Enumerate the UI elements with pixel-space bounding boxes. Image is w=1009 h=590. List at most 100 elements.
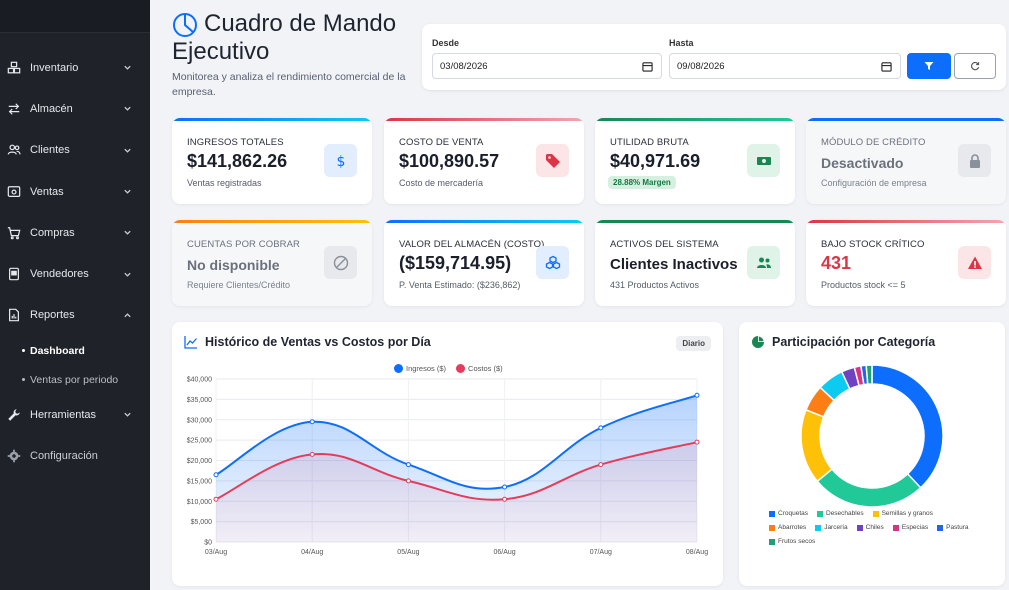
page-title-line2: Ejecutivo: [172, 38, 270, 65]
sidebar-item-inventario[interactable]: Inventario: [0, 47, 150, 88]
reportes-submenu: Dashboard Ventas por periodo: [0, 336, 150, 394]
legend-swatch: [394, 364, 403, 373]
data-point[interactable]: [405, 462, 411, 468]
sidebar-item-configuracion[interactable]: Configuración: [0, 435, 150, 476]
chart-line-icon: [184, 336, 197, 349]
kpi-value: $40,971.69: [610, 151, 701, 171]
svg-text:$: $: [336, 154, 345, 169]
data-point[interactable]: [598, 462, 604, 468]
data-point[interactable]: [405, 478, 411, 484]
wrench-icon: [7, 408, 21, 422]
kpi-footnote: Requiere Clientes/Crédito: [187, 280, 291, 290]
sales-panel-title: Histórico de Ventas vs Costos por Día: [184, 335, 431, 349]
legend-swatch: [892, 524, 899, 531]
sidebar-item-ventas[interactable]: Ventas: [0, 171, 150, 212]
x-tick-label: 04/Aug: [301, 549, 323, 556]
data-point[interactable]: [502, 484, 508, 490]
data-point[interactable]: [213, 472, 219, 478]
dollar-icon: $: [324, 144, 357, 177]
data-point[interactable]: [502, 496, 508, 502]
money-bill-icon: [747, 144, 780, 177]
to-date-input[interactable]: 09/08/2026: [669, 53, 901, 79]
category-donut-chart: [800, 364, 944, 508]
kpi-value: $100,890.57: [399, 151, 500, 171]
y-tick-label: $15,000: [187, 478, 212, 485]
legend-item[interactable]: Pastura: [937, 524, 969, 531]
data-point[interactable]: [309, 419, 315, 425]
from-date-input[interactable]: 03/08/2026: [432, 53, 662, 79]
legend-label: Costos ($): [468, 364, 503, 373]
filter-icon: [924, 62, 934, 70]
kpi-footnote: Costo de mercadería: [399, 178, 484, 188]
data-point[interactable]: [598, 425, 604, 431]
legend-item[interactable]: Chiles: [856, 524, 884, 531]
x-tick-label: 03/Aug: [205, 549, 227, 556]
reset-filter-button[interactable]: [954, 53, 996, 79]
card-accent-bar: [172, 220, 372, 223]
warning-icon: [958, 246, 991, 279]
from-date-label: Desde: [432, 38, 460, 48]
chart-pie-icon: [752, 336, 764, 348]
legend-item[interactable]: Costos ($): [456, 364, 503, 373]
chevron-down-icon: [123, 187, 132, 196]
legend-label: Desechables: [826, 510, 864, 517]
kpi-footnote: Ventas registradas: [187, 178, 262, 188]
donut-slice[interactable]: [865, 364, 873, 385]
cash-register-icon: [7, 185, 21, 199]
sidebar-item-reportes[interactable]: Reportes: [0, 295, 150, 336]
sidebar-subitem-ventas-por-periodo[interactable]: Ventas por periodo: [0, 365, 150, 394]
sidebar-item-almacen[interactable]: Almacén: [0, 88, 150, 129]
y-tick-label: $20,000: [187, 458, 212, 465]
legend-swatch: [456, 364, 466, 373]
kpi-card-valor-almacen: VALOR DEL ALMACÉN (COSTO) ($159,714.95) …: [384, 220, 584, 306]
sidebar-item-clientes[interactable]: Clientes: [0, 130, 150, 171]
legend-item[interactable]: Ingresos ($): [394, 364, 446, 373]
legend-item[interactable]: Semillas y granos: [872, 510, 933, 517]
chevron-down-icon: [123, 410, 132, 419]
sidebar-item-label: Almacén: [30, 102, 73, 115]
data-point[interactable]: [213, 496, 219, 502]
sidebar-subitem-dashboard[interactable]: Dashboard: [0, 336, 150, 365]
legend-item[interactable]: Frutos secos: [769, 538, 815, 545]
legend-item[interactable]: Desechables: [817, 510, 864, 517]
sales-history-panel: Histórico de Ventas vs Costos por Día Di…: [172, 322, 723, 586]
cubes-icon: [536, 246, 569, 279]
sidebar-item-vendedores[interactable]: Vendedores: [0, 253, 150, 294]
sidebar-item-herramientas[interactable]: Herramientas: [0, 394, 150, 435]
sales-panel-title-text: Histórico de Ventas vs Costos por Día: [205, 335, 431, 349]
boxes-icon: [7, 61, 21, 75]
x-tick-label: 06/Aug: [494, 549, 516, 556]
sidebar-item-compras[interactable]: Compras: [0, 212, 150, 253]
kpi-footnote: P. Venta Estimado: ($236,862): [399, 280, 521, 290]
data-point[interactable]: [694, 392, 700, 398]
donut-slice[interactable]: [871, 364, 944, 489]
tag-icon: [536, 144, 569, 177]
legend-item[interactable]: Croquetas: [769, 510, 808, 517]
arrows-exchange-icon: [7, 102, 21, 116]
sidebar-subitem-label: Dashboard: [30, 344, 85, 357]
donut-slice[interactable]: [816, 468, 922, 508]
data-point[interactable]: [694, 439, 700, 445]
from-date-value: 03/08/2026: [440, 60, 488, 72]
data-point[interactable]: [309, 451, 315, 457]
apply-filter-button[interactable]: [907, 53, 951, 79]
sidebar-item-label: Herramientas: [30, 408, 97, 421]
legend-item[interactable]: Abarrotes: [769, 524, 806, 531]
kpi-label: ACTIVOS DEL SISTEMA: [610, 239, 719, 250]
users-icon: [747, 246, 780, 279]
card-accent-bar: [806, 220, 1006, 223]
page-subtitle: Monitorea y analiza el rendimiento comer…: [172, 71, 406, 98]
legend-item[interactable]: Especias: [892, 524, 928, 531]
category-legend: Croquetas Desechables Semillas y granos Aba…: [769, 510, 979, 545]
kpi-value: $141,862.26: [187, 151, 288, 171]
period-chip: Diario: [676, 336, 711, 351]
donut-slice[interactable]: [800, 408, 833, 483]
date-filter-bar: Desde 03/08/2026 Hasta 09/08/2026: [422, 24, 1006, 90]
margin-badge: 28.88% Margen: [608, 176, 676, 189]
legend-item[interactable]: Jarcería: [815, 524, 848, 531]
kpi-label: INGRESOS TOTALES: [187, 137, 284, 148]
kpi-label: COSTO DE VENTA: [399, 137, 484, 148]
sidebar-item-label: Vendedores: [30, 268, 89, 281]
chart-pie-icon: [173, 13, 197, 37]
card-accent-bar: [384, 220, 584, 223]
